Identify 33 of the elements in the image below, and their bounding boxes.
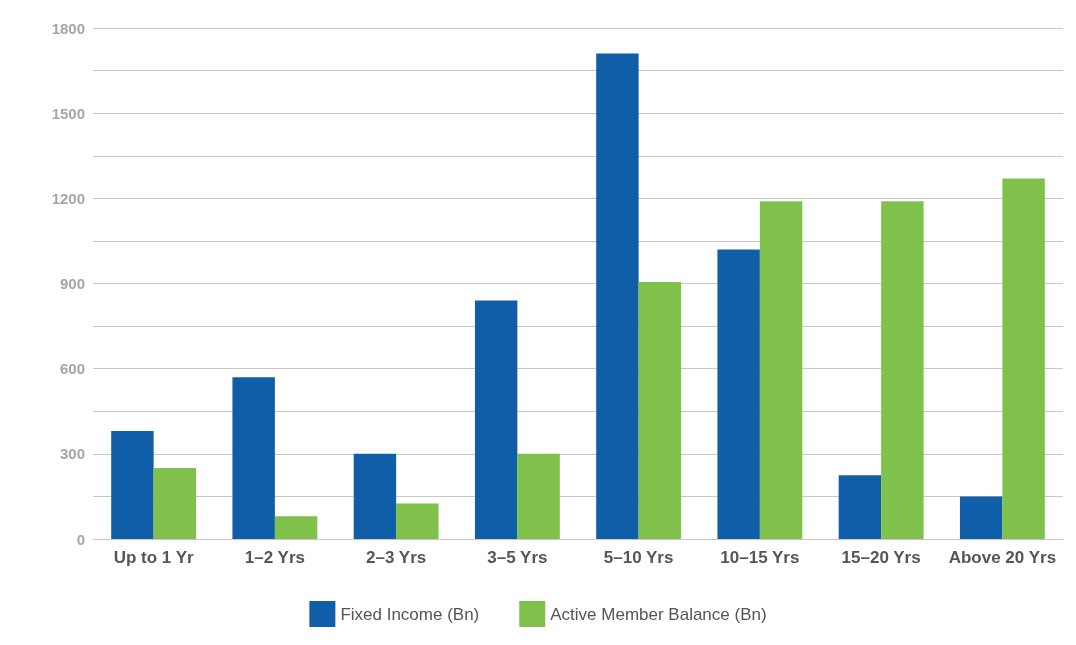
bar xyxy=(353,453,397,539)
legend-label: Active Member Balance (Bn) xyxy=(550,604,767,624)
legend-label: Fixed Income (Bn) xyxy=(340,604,480,624)
bar xyxy=(274,516,318,539)
x-tick-label: 10–15 Yrs xyxy=(720,548,800,567)
y-tick-label: 1800 xyxy=(51,19,85,37)
y-tick-label: 900 xyxy=(59,275,85,292)
x-tick-label: Above 20 Yrs xyxy=(948,548,1057,567)
bar xyxy=(959,496,1003,539)
y-tick-label: 1500 xyxy=(51,104,85,122)
bar xyxy=(881,201,924,539)
bar xyxy=(838,475,882,539)
bar xyxy=(474,300,518,539)
bar xyxy=(396,503,439,539)
x-tick-label: 1–2 Yrs xyxy=(244,548,305,567)
bar xyxy=(232,377,275,539)
bar xyxy=(1002,178,1045,539)
bar xyxy=(717,249,760,539)
x-tick-label: 3–5 Yrs xyxy=(487,548,548,567)
bar xyxy=(517,453,560,539)
y-tick-label: 600 xyxy=(59,360,85,378)
x-tick-label: 2–3 Yrs xyxy=(366,548,427,567)
bar xyxy=(596,53,639,539)
y-tick-label: 0 xyxy=(76,530,85,548)
x-tick-label: 15–20 Yrs xyxy=(841,548,921,567)
bar xyxy=(111,431,154,539)
bar xyxy=(638,282,682,539)
x-tick-label: 5–10 Yrs xyxy=(603,548,674,567)
y-tick-label: 300 xyxy=(59,445,85,463)
y-tick-label: 1200 xyxy=(51,189,85,207)
bar xyxy=(153,468,197,539)
x-tick-label: Up to 1 Yr xyxy=(113,548,194,567)
bar xyxy=(759,201,803,539)
